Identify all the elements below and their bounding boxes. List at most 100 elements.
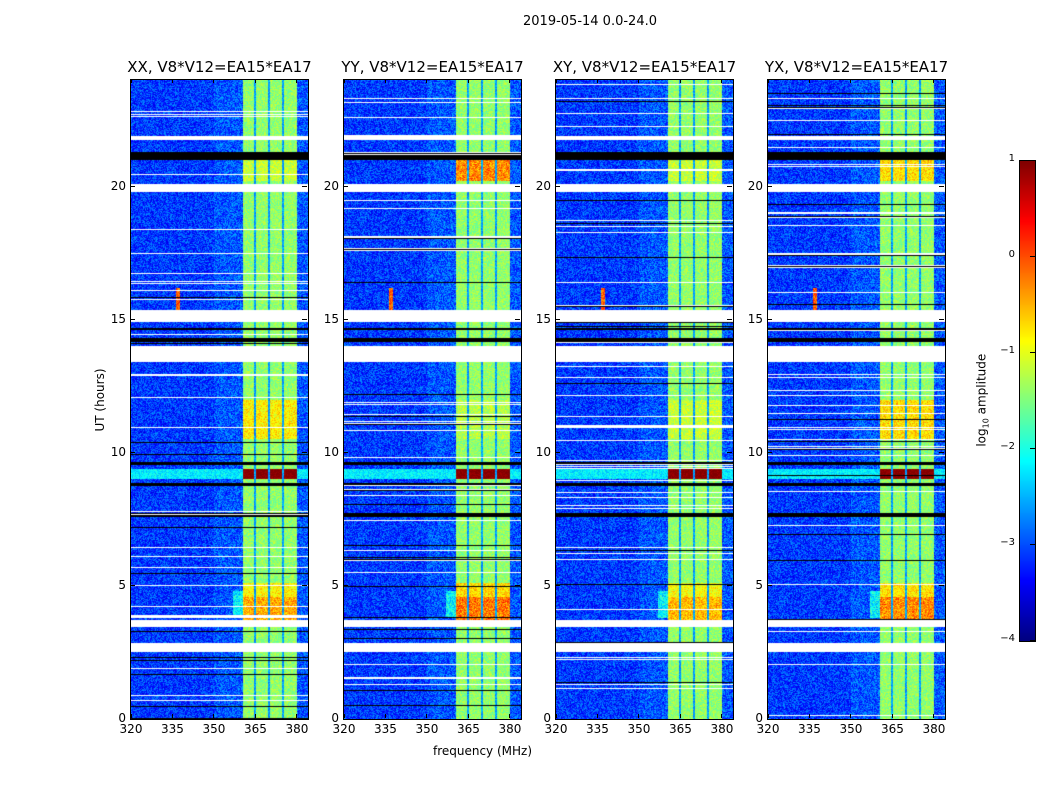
y-tick-label: 15	[323, 311, 339, 326]
y-tick-label: 5	[331, 577, 339, 592]
colorbar-tick-label: 1	[1008, 153, 1015, 164]
y-tick	[302, 186, 307, 187]
x-tick	[130, 79, 132, 83]
y-tick	[939, 319, 944, 321]
colorbar-tick	[1030, 544, 1035, 545]
y-axis-label: UT (hours)	[93, 368, 107, 432]
y-tick	[555, 452, 560, 454]
y-tick	[515, 452, 520, 454]
y-tick	[343, 452, 348, 454]
colorbar-label: log10 amplitude	[974, 353, 991, 447]
x-tick-label: 365	[881, 722, 904, 736]
x-tick	[891, 714, 893, 718]
x-tick	[850, 79, 852, 83]
y-tick	[555, 319, 560, 321]
y-tick-label: 0	[331, 711, 339, 725]
x-tick	[426, 79, 428, 83]
x-axis-label: frequency (MHz)	[432, 744, 533, 758]
x-tick-label: 350	[415, 722, 439, 736]
y-tick	[939, 452, 944, 454]
y-tick-label: 10	[535, 444, 551, 459]
x-tick	[254, 79, 256, 83]
panel-title: YX, V8*V12=EA15*EA17	[764, 58, 949, 76]
y-tick	[727, 718, 732, 720]
y-tick-label: 10	[110, 444, 126, 459]
y-tick	[515, 585, 520, 587]
x-tick	[171, 79, 173, 83]
y-tick-label: 10	[747, 444, 763, 459]
x-tick	[426, 714, 428, 718]
panel-title: XY, V8*V12=EA15*EA17	[552, 58, 737, 76]
y-tick	[302, 585, 307, 587]
x-tick-label: 320	[756, 722, 780, 736]
panel-yy: YY, V8*V12=EA15*EA17 320 335 350 365 380 0 5 10 1…	[324, 58, 524, 736]
x-tick-label: 335	[586, 722, 609, 736]
x-tick	[343, 79, 345, 83]
y-tick-label: 5	[543, 577, 551, 592]
x-tick-label: 335	[161, 722, 184, 736]
x-tick	[343, 714, 345, 718]
panel-title: XX, V8*V12=EA15*EA17	[127, 58, 312, 76]
y-tick-label: 20	[110, 178, 126, 193]
y-tick	[939, 186, 944, 187]
x-tick	[850, 714, 852, 718]
y-tick	[302, 452, 307, 454]
spectrogram-heatmap	[556, 80, 733, 719]
y-tick-label: 5	[118, 577, 126, 592]
x-tick	[467, 714, 469, 718]
y-tick	[343, 319, 348, 321]
spectrogram-heatmap	[344, 80, 521, 719]
y-tick	[130, 319, 135, 321]
y-tick	[302, 718, 307, 720]
y-tick	[767, 452, 772, 454]
panel-xy: XY, V8*V12=EA15*EA17 320 335 350 365 380 0 5 10 1…	[536, 58, 736, 736]
y-tick	[515, 186, 520, 187]
colorbar-tick	[1030, 448, 1035, 449]
y-tick	[343, 585, 348, 587]
x-tick	[509, 714, 511, 718]
y-tick	[767, 319, 772, 321]
y-tick	[515, 319, 520, 321]
x-tick	[555, 714, 557, 718]
x-tick-label: 365	[244, 722, 267, 736]
x-tick	[808, 79, 810, 83]
y-tick-label: 10	[323, 444, 339, 459]
y-tick	[302, 319, 307, 321]
x-tick	[130, 714, 132, 718]
y-tick-label: 20	[323, 178, 339, 193]
x-tick	[679, 714, 681, 718]
y-tick	[515, 718, 520, 720]
y-tick	[939, 585, 944, 587]
y-tick-label: 20	[747, 178, 763, 193]
x-tick	[808, 714, 810, 718]
x-tick	[555, 79, 557, 83]
x-tick	[384, 714, 386, 718]
x-tick	[933, 79, 935, 83]
x-tick-label: 320	[544, 722, 568, 736]
colorbar-tick	[1030, 352, 1035, 353]
x-tick	[638, 714, 640, 718]
x-tick	[767, 714, 769, 718]
y-tick	[727, 186, 732, 187]
x-tick-label: 380	[498, 722, 522, 736]
panel-xx: XX, V8*V12=EA15*EA17 320 335 350 365 380 0 5 10 1…	[111, 58, 312, 736]
y-tick	[343, 186, 348, 187]
y-tick	[130, 186, 135, 187]
y-tick	[130, 585, 135, 587]
figure-title: 2019-05-14 0.0-24.0	[523, 14, 657, 29]
x-tick-label: 335	[374, 722, 397, 736]
x-tick-label: 365	[669, 722, 692, 736]
x-tick-label: 350	[202, 722, 226, 736]
y-tick	[130, 452, 135, 454]
colorbar	[1019, 160, 1036, 642]
colorbar-tick	[1030, 160, 1035, 161]
y-tick-label: 0	[118, 711, 126, 725]
x-tick	[509, 79, 511, 83]
x-tick-label: 350	[839, 722, 863, 736]
x-tick-label: 320	[119, 722, 143, 736]
y-tick-label: 0	[755, 711, 763, 725]
colorbar-tick	[1030, 256, 1035, 257]
y-tick	[727, 319, 732, 321]
colorbar-tick-label: −3	[1000, 537, 1015, 548]
x-tick	[767, 79, 769, 83]
